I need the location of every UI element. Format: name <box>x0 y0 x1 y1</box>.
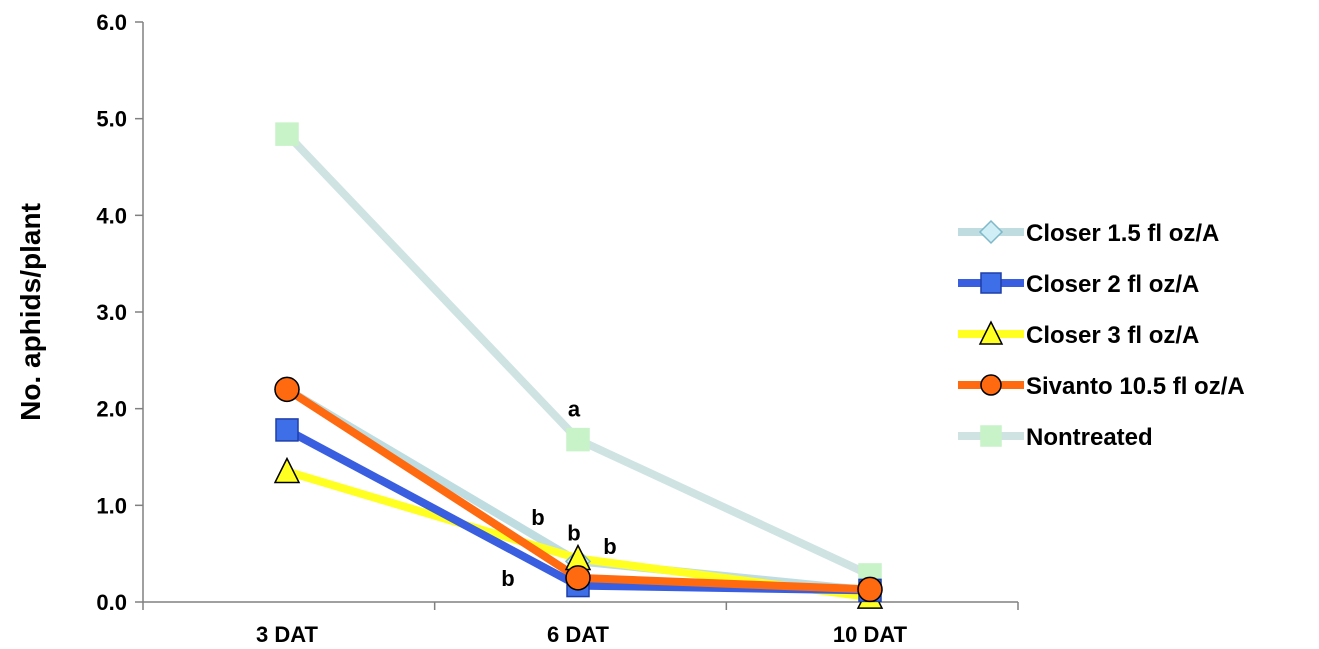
y-axis-label: No. aphids/plant <box>15 203 46 421</box>
y-tick-label: 2.0 <box>96 397 127 422</box>
y-tick-label: 6.0 <box>96 10 127 35</box>
legend-label: Closer 3 fl oz/A <box>1026 322 1199 349</box>
y-tick-label: 1.0 <box>96 493 127 518</box>
series-nontreated <box>284 131 872 579</box>
significance-letter: a <box>568 397 581 422</box>
y-tick-label: 0.0 <box>96 590 127 615</box>
y-tick-label: 4.0 <box>96 203 127 228</box>
legend-marker <box>980 374 1002 396</box>
series-line <box>284 131 872 579</box>
data-point <box>566 427 590 452</box>
data-point <box>274 376 300 403</box>
significance-letter: b <box>603 534 616 559</box>
y-tick-label: 5.0 <box>96 107 127 132</box>
legend-label: Sivanto 10.5 fl oz/A <box>1026 373 1245 400</box>
x-axis: 3 DAT 6 DAT 10 DAT <box>142 601 1019 647</box>
significance-letter: b <box>501 566 514 591</box>
legend: Closer 1.5 fl oz/A Closer 2 fl oz/A Closer… <box>958 219 1245 451</box>
legend-item: Sivanto 10.5 fl oz/A <box>958 373 1245 400</box>
series-markers <box>274 376 883 603</box>
y-tick-label: 3.0 <box>96 300 127 325</box>
legend-marker <box>980 272 1002 294</box>
legend-item: Nontreated <box>958 424 1153 451</box>
data-point <box>565 565 591 591</box>
data-point <box>275 122 299 146</box>
significance-letter: b <box>531 505 544 530</box>
x-tick-label: 10 DAT <box>833 622 908 647</box>
data-point <box>273 456 301 484</box>
legend-item: Closer 1.5 fl oz/A <box>958 219 1219 247</box>
series-layer <box>273 122 884 609</box>
data-point <box>275 418 299 442</box>
legend-marker <box>980 425 1002 447</box>
y-axis: 0.0 1.0 2.0 3.0 4.0 5.0 6.0 <box>96 10 144 615</box>
legend-marker <box>978 219 1004 245</box>
legend-label: Closer 1.5 fl oz/A <box>1026 220 1219 247</box>
legend-label: Closer 2 fl oz/A <box>1026 271 1199 298</box>
legend-item: Closer 2 fl oz/A <box>958 271 1199 298</box>
x-tick-label: 3 DAT <box>256 622 318 647</box>
legend-label: Nontreated <box>1026 424 1153 451</box>
series-markers <box>275 122 882 587</box>
significance-letter: b <box>567 520 580 545</box>
x-tick-label: 6 DAT <box>547 622 609 647</box>
legend-marker <box>978 320 1004 345</box>
data-point <box>857 576 883 603</box>
legend-item: Closer 3 fl oz/A <box>958 320 1199 349</box>
